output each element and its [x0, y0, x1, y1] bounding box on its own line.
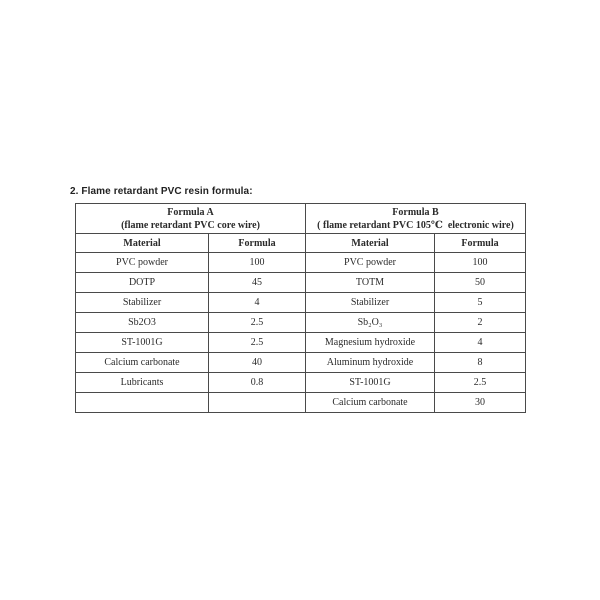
column-header-formula-b: Formula	[434, 233, 526, 253]
table-cell: Sb₂O₃	[305, 312, 435, 333]
table-cell: Sb2O3	[75, 312, 209, 333]
table-cell: 5	[434, 292, 526, 313]
table-cell: TOTM	[305, 272, 435, 293]
table-cell	[75, 392, 209, 413]
table-cell: DOTP	[75, 272, 209, 293]
table-cell: ST-1001G	[75, 332, 209, 353]
table-row: PVC powder 100 PVC powder 100	[75, 252, 526, 273]
table-row: ST-1001G 2.5 Magnesium hydroxide 4	[75, 332, 526, 353]
table-row: DOTP 45 TOTM 50	[75, 272, 526, 293]
table-cell: 50	[434, 272, 526, 293]
group-header-row: Formula A (flame retardant PVC core wire…	[75, 203, 526, 234]
table-cell: 2.5	[208, 332, 306, 353]
table-cell: 4	[434, 332, 526, 353]
table-cell: 2.5	[208, 312, 306, 333]
formula-b-title: Formula B	[392, 206, 439, 218]
formula-a-subtitle: (flame retardant PVC core wire)	[121, 219, 260, 231]
table-cell	[208, 392, 306, 413]
table-cell: 2.5	[434, 372, 526, 393]
column-header-material-a: Material	[75, 233, 209, 253]
table-cell: Magnesium hydroxide	[305, 332, 435, 353]
table-cell: PVC powder	[75, 252, 209, 273]
table-row: Calcium carbonate 40 Aluminum hydroxide …	[75, 352, 526, 373]
table-cell: 100	[208, 252, 306, 273]
section-heading: 2. Flame retardant PVC resin formula:	[70, 186, 253, 197]
table-cell: 0.8	[208, 372, 306, 393]
column-header-row: Material Formula Material Formula	[75, 233, 526, 253]
table-cell: 2	[434, 312, 526, 333]
column-header-material-b: Material	[305, 233, 435, 253]
table-cell: Stabilizer	[75, 292, 209, 313]
formula-a-title: Formula A	[167, 206, 214, 218]
table-row: Lubricants 0.8 ST-1001G 2.5	[75, 372, 526, 393]
table-cell: 4	[208, 292, 306, 313]
table-row: Stabilizer 4 Stabilizer 5	[75, 292, 526, 313]
formula-b-group-header: Formula B ( flame retardant PVC 105℃ ele…	[305, 203, 526, 234]
table-cell: Stabilizer	[305, 292, 435, 313]
formula-table: Formula A (flame retardant PVC core wire…	[75, 203, 526, 413]
formula-b-subtitle: ( flame retardant PVC 105℃ electronic wi…	[317, 219, 514, 231]
column-header-formula-a: Formula	[208, 233, 306, 253]
table-cell: Calcium carbonate	[305, 392, 435, 413]
table-cell: 8	[434, 352, 526, 373]
formula-a-group-header: Formula A (flame retardant PVC core wire…	[75, 203, 306, 234]
table-cell: PVC powder	[305, 252, 435, 273]
table-cell: Aluminum hydroxide	[305, 352, 435, 373]
table-cell: 40	[208, 352, 306, 373]
table-cell: Calcium carbonate	[75, 352, 209, 373]
table-cell: 30	[434, 392, 526, 413]
table-cell: Lubricants	[75, 372, 209, 393]
table-cell: 45	[208, 272, 306, 293]
table-cell: ST-1001G	[305, 372, 435, 393]
table-row: Sb2O3 2.5 Sb₂O₃ 2	[75, 312, 526, 333]
table-row: Calcium carbonate 30	[75, 392, 526, 413]
table-cell: 100	[434, 252, 526, 273]
